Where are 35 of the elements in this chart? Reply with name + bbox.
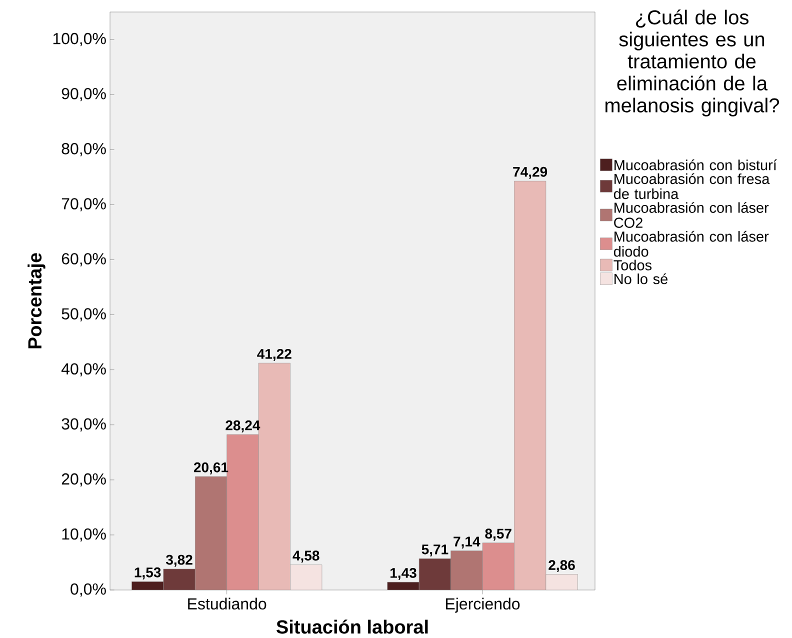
data-label: 4,58 <box>292 550 320 563</box>
legend-label: No lo sé <box>614 273 668 284</box>
data-label: 8,57 <box>485 528 512 541</box>
data-label: 3,82 <box>166 554 192 567</box>
y-tick-label: 70,0% <box>62 198 106 212</box>
data-label: 1,43 <box>390 568 416 580</box>
legend-label: Mucoabrasión con láser diodo <box>614 230 769 257</box>
data-label: 28,24 <box>226 420 260 432</box>
y-tick-label: 10,0% <box>62 528 106 542</box>
data-label: 20,61 <box>194 462 228 474</box>
y-tick-label: 60,0% <box>62 253 106 266</box>
legend-label: Mucoabrasión con fresa de turbina <box>614 173 770 200</box>
bar <box>514 180 546 590</box>
y-axis-title: Porcentaje <box>28 253 46 348</box>
data-label: 2,86 <box>548 560 575 572</box>
data-label: 41,22 <box>257 348 292 361</box>
data-label: 5,71 <box>422 544 448 556</box>
legend-label: Mucoabrasión con láser CO2 <box>614 202 769 228</box>
y-tick-label: 0,0% <box>70 583 106 597</box>
legend-label: Mucoabrasión con bisturí <box>614 159 777 170</box>
x-tick-label: Estudiando <box>188 598 266 610</box>
x-tick-label: Ejerciendo <box>446 598 520 613</box>
data-label: 7,14 <box>454 536 480 548</box>
y-tick-label: 90,0% <box>62 88 106 102</box>
data-label: 74,29 <box>513 166 548 179</box>
x-axis-title: Situación laboral <box>276 620 428 634</box>
y-tick-label: 20,0% <box>62 473 106 487</box>
y-tick-label: 40,0% <box>61 363 106 376</box>
y-tick-label: 100,0% <box>53 32 106 46</box>
y-tick-label: 50,0% <box>62 308 106 322</box>
legend-title: ¿Cuál de los siguientes es un tratamiento de eliminación de la melanosis gingival? <box>606 10 780 116</box>
y-tick-label: 80,0% <box>62 143 106 156</box>
y-tick-label: 30,0% <box>62 418 106 432</box>
legend-label: Todos <box>614 260 652 270</box>
data-label: 1,53 <box>134 567 161 580</box>
